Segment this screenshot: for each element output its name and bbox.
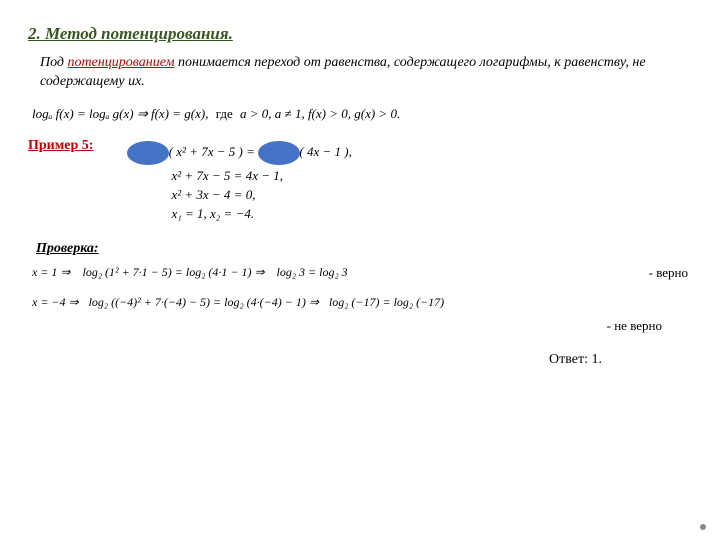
main-formula-row: logₐ f(x) = logₐ g(x) ⇒ f(x) = g(x), где…: [32, 106, 688, 122]
mask-oval-1: [127, 141, 169, 165]
check1-b: log₂ (1² + 7·1 − 5) = log₂ (4·1 − 1) ⇒: [82, 265, 264, 280]
main-formula: logₐ f(x) = logₐ g(x) ⇒ f(x) = g(x),: [32, 106, 208, 121]
check-row-2: x = −4 ⇒ log₂ ((−4)² + 7·(−4) − 5) = log…: [32, 295, 688, 310]
verdict-negative: - не верно: [28, 318, 662, 334]
check-row-1: x = 1 ⇒ log₂ (1² + 7·1 − 5) = log₂ (4·1 …: [32, 265, 688, 281]
intro-before: Под: [40, 55, 68, 70]
check2-c: log₂ (−17) = log₂ (−17): [329, 295, 444, 310]
example-line-1: ( x² + 7x − 5 ) = ( 4x − 1 ),: [127, 141, 351, 165]
intro-text: Под потенцированием понимается переход о…: [40, 54, 680, 92]
gde-label: где: [216, 106, 233, 121]
example-label: Пример 5:: [28, 138, 93, 154]
example-line-3: x² + 3x − 4 = 0,: [171, 187, 351, 203]
check1-a: x = 1 ⇒: [32, 265, 70, 280]
conditions: a > 0, a ≠ 1, f(x) > 0, g(x) > 0.: [240, 106, 400, 121]
check2-b: log₂ ((−4)² + 7·(−4) − 5) = log₂ (4·(−4)…: [89, 295, 319, 310]
example-line-2: x² + 7x − 5 = 4x − 1,: [171, 168, 351, 184]
example-block: ( x² + 7x − 5 ) = ( 4x − 1 ), x² + 7x − …: [127, 138, 351, 225]
mask-oval-2: [258, 141, 300, 165]
check2-a: x = −4 ⇒: [32, 295, 79, 310]
example-line-4: x₁ = 1, x₂ = −4.: [171, 206, 351, 222]
check1-c: log₂ 3 = log₂ 3: [277, 265, 348, 280]
answer: Ответ: 1.: [28, 352, 602, 368]
ex-end-1: ( 4x − 1 ),: [299, 144, 351, 159]
intro-keyword: потенцированием: [68, 55, 175, 70]
verdict-positive: - верно: [639, 265, 688, 281]
check-label: Проверка:: [36, 241, 692, 257]
section-title: 2. Метод потенцирования.: [28, 24, 692, 44]
example-row: Пример 5: ( x² + 7x − 5 ) = ( 4x − 1 ), …: [28, 138, 692, 225]
slide-bullet-icon: [700, 524, 706, 530]
ex-mid-1: ( x² + 7x − 5 ) =: [169, 144, 255, 159]
